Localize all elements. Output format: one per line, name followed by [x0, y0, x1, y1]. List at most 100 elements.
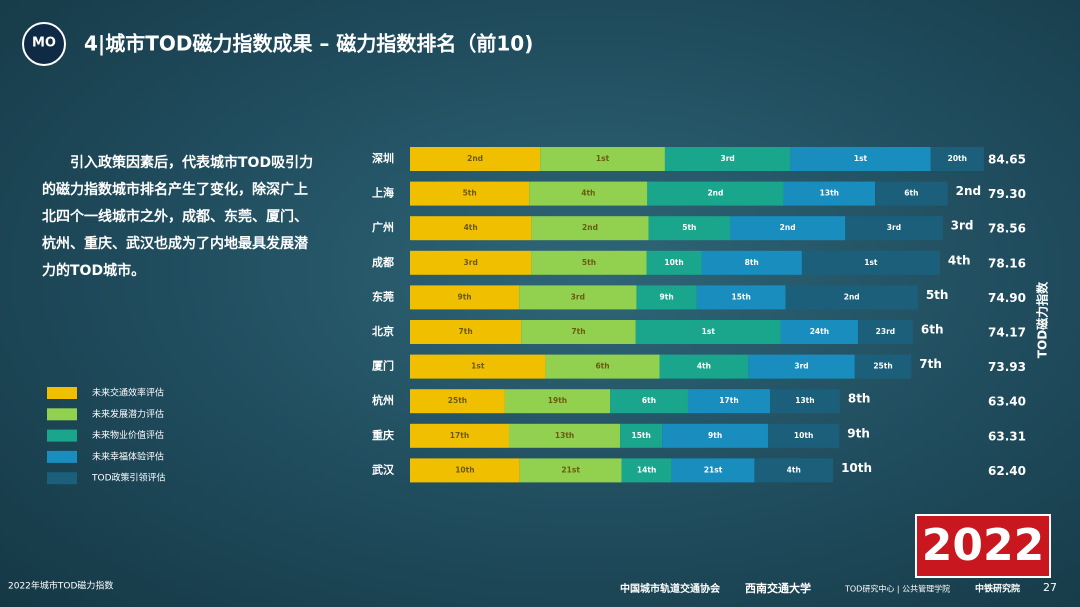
legend-label: 未来幸福体验评估 [92, 450, 164, 462]
segment-rank: 10th [455, 465, 474, 474]
segment-rank: 3rd [464, 258, 478, 267]
segment-rank: 14th [637, 465, 656, 474]
bar-segment [410, 216, 532, 241]
bar-segment [610, 389, 688, 414]
segment-rank: 13th [820, 189, 839, 198]
overall-rank: 4th [948, 253, 971, 267]
bar-segment [529, 181, 648, 206]
total-label: 78.56 [988, 222, 1026, 236]
legend-label: 未来交通效率评估 [92, 387, 164, 399]
bar-segment [664, 147, 791, 171]
bar-segment [857, 320, 913, 344]
bar-segment [801, 250, 940, 275]
bar-segment [770, 389, 840, 414]
segment-rank: 4th [464, 223, 478, 232]
segment-rank: 1st [864, 258, 878, 267]
bar-segment [410, 147, 541, 171]
bar-segment [540, 147, 665, 171]
segment-rank: 5th [463, 189, 477, 198]
bar-segment [504, 389, 611, 414]
logo [22, 22, 66, 66]
segment-rank: 7th [571, 327, 585, 336]
bar-segment [519, 285, 637, 310]
segment-rank: 3rd [720, 154, 734, 163]
segment-rank: 4th [787, 465, 801, 474]
total-label: 73.93 [988, 360, 1026, 374]
segment-rank: 13th [795, 396, 814, 405]
bar-segment [662, 423, 768, 448]
total-label: 79.30 [988, 187, 1026, 201]
segment-rank: 15th [732, 292, 751, 301]
segment-rank: 9th [458, 292, 472, 301]
category-label: 深圳 [372, 151, 394, 165]
footer-org: 西南交通大学 [745, 581, 811, 595]
segment-rank: 13th [555, 431, 574, 440]
year-badge [915, 514, 1051, 578]
segment-rank: 6th [904, 189, 918, 198]
bar-segment [410, 320, 522, 344]
logo-text: MO [32, 36, 56, 51]
category-label: 成都 [372, 255, 394, 269]
bar-segment [785, 285, 918, 310]
total-label: 78.16 [988, 256, 1026, 270]
bar-segment [754, 458, 834, 483]
segment-rank: 1st [471, 362, 485, 371]
segment-rank: 15th [632, 431, 651, 440]
overall-rank: 8th [848, 392, 871, 406]
total-label: 63.40 [988, 395, 1026, 409]
bar-segment [671, 458, 755, 483]
bar-segment [410, 423, 509, 448]
bar-segment [635, 320, 781, 344]
legend-swatch [47, 408, 77, 421]
segment-rank: 9th [708, 431, 722, 440]
bar-segment [531, 250, 647, 275]
segment-rank: 1st [596, 154, 610, 163]
segment-rank: 9th [660, 292, 674, 301]
year-badge-text: 2022 [922, 520, 1044, 571]
segment-rank: 2nd [780, 223, 796, 232]
legend-swatch [47, 387, 77, 399]
category-label: 重庆 [372, 428, 394, 442]
category-label: 杭州 [372, 393, 394, 407]
segment-rank: 4th [581, 189, 595, 198]
category-label: 武汉 [372, 462, 395, 476]
legend-swatch [47, 472, 77, 485]
bar-segment [410, 250, 532, 275]
bar-segment [410, 181, 530, 206]
bar-segment [646, 250, 702, 275]
slide-title: 4|城市TOD磁力指数成果 – 磁力指数排名（前10) [84, 32, 533, 56]
legend-swatch [47, 429, 77, 442]
bar-segment [519, 458, 622, 483]
total-label: 62.40 [988, 464, 1026, 478]
category-label: 厦门 [372, 359, 394, 373]
category-label: 上海 [372, 186, 394, 200]
axis-label: TOD磁力指数 [1035, 281, 1050, 358]
bar-segment [620, 423, 663, 448]
bar-segment [767, 423, 840, 448]
paragraph: 引入政策因素后，代表城市TOD吸引力的磁力指数城市排名产生了变化，除深广上北四个… [42, 155, 314, 279]
segment-rank: 4th [697, 362, 711, 371]
segment-rank: 5th [582, 258, 596, 267]
overall-rank: 7th [919, 357, 942, 371]
legend-label: 未来物业价值评估 [92, 429, 164, 441]
bar-segment [701, 250, 802, 275]
overall-rank: 5th [926, 288, 949, 302]
segment-rank: 24th [810, 327, 829, 336]
segment-rank: 25th [873, 362, 892, 371]
bar-segment [647, 181, 784, 206]
bar-segment [410, 354, 546, 379]
segment-rank: 21st [561, 465, 580, 474]
segment-rank: 3rd [887, 223, 901, 232]
segment-rank: 8th [745, 258, 759, 267]
bar-segment [696, 285, 786, 310]
segment-rank: 3rd [794, 362, 808, 371]
bar-segment [659, 354, 749, 379]
bar-segment [854, 354, 912, 379]
segment-rank: 1st [702, 327, 716, 336]
segment-rank: 2nd [467, 154, 483, 163]
category-label: 北京 [372, 324, 394, 338]
bar-segment [531, 216, 649, 241]
total-label: 84.65 [988, 153, 1026, 167]
bar-segment [545, 354, 660, 379]
